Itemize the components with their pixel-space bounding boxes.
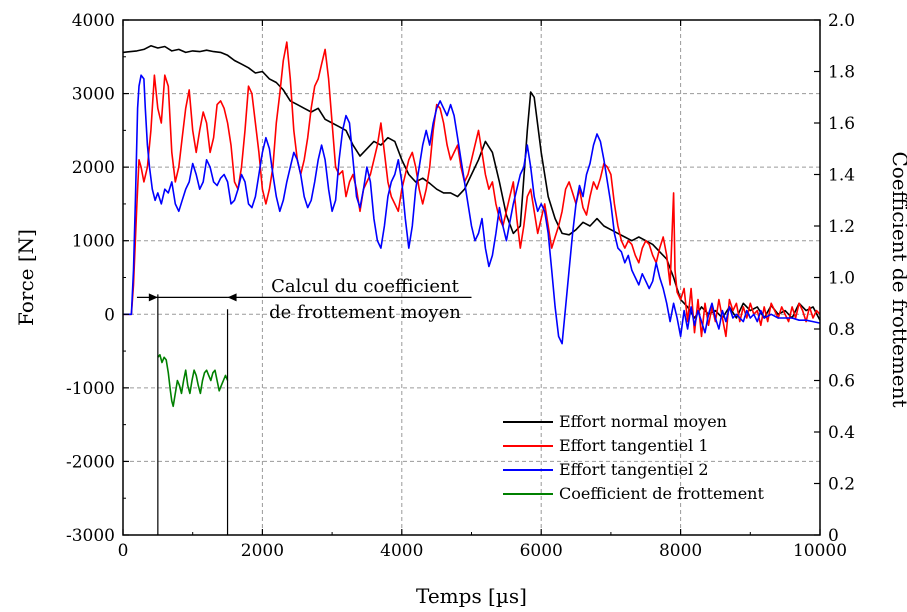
legend-label: Effort normal moyen <box>559 412 727 431</box>
legend-label: Effort tangentiel 2 <box>559 460 709 479</box>
annotation: Calcul du coefficient de frottement moyen <box>136 276 472 535</box>
y2-axis-title: Coefficient de frottement <box>888 151 907 407</box>
series-line-effort-tangentiel-1 <box>123 41 821 338</box>
y2-tick-label: 2.0 <box>828 11 855 31</box>
axes: 0 2000 4000 6000 8000 10000-3000-2000-1000010… <box>14 11 907 608</box>
annotation-label-line2: de frottement moyen <box>269 302 461 323</box>
y-tick-label: 2000 <box>72 158 115 178</box>
y-axis-title: Force [N] <box>14 229 38 326</box>
y-tick-label: 1000 <box>72 232 115 252</box>
y-tick-label: -3000 <box>66 526 115 546</box>
y2-tick-label: 1.0 <box>828 269 855 289</box>
grid <box>123 20 820 535</box>
y2-tick-label: 1.4 <box>828 166 855 186</box>
annotation-arrowhead-right <box>227 293 237 302</box>
x-tick-label: 10000 <box>793 541 847 561</box>
y2-tick-label: 0.8 <box>828 320 855 340</box>
legend: Effort normal moyen Effort tangentiel 1 Ef… <box>503 412 764 503</box>
series-line-effort-tangentiel-2 <box>123 74 821 345</box>
x-tick-label: 2000 <box>241 541 284 561</box>
x-tick-label: 6000 <box>520 541 563 561</box>
x-axis-title: Temps [µs] <box>416 584 527 608</box>
series-group <box>122 41 821 408</box>
x-tick-label: 0 <box>118 541 129 561</box>
y2-tick-label: 1.6 <box>828 114 855 134</box>
annotation-label-line1: Calcul du coefficient <box>271 276 459 297</box>
legend-label: Effort tangentiel 1 <box>559 436 709 455</box>
y-tick-label: 3000 <box>72 85 115 105</box>
annotation-arrowhead-left <box>148 293 158 302</box>
y2-tick-label: 0.4 <box>828 423 855 443</box>
y-tick-label: 0 <box>104 305 115 325</box>
y-tick-label: -2000 <box>66 452 115 472</box>
y2-tick-label: 0.2 <box>828 475 855 495</box>
x-tick-label: 4000 <box>380 541 423 561</box>
y2-tick-label: 1.8 <box>828 63 855 83</box>
legend-label: Coefficient de frottement <box>559 484 764 503</box>
y-tick-label: -1000 <box>66 379 115 399</box>
series-line-coefficient-de-frottement <box>157 354 229 408</box>
y-tick-label: 4000 <box>72 11 115 31</box>
y2-tick-label: 1.2 <box>828 217 855 237</box>
y2-tick-label: 0.6 <box>828 372 855 392</box>
x-tick-label: 8000 <box>659 541 702 561</box>
y2-tick-label: 0 <box>828 526 839 546</box>
